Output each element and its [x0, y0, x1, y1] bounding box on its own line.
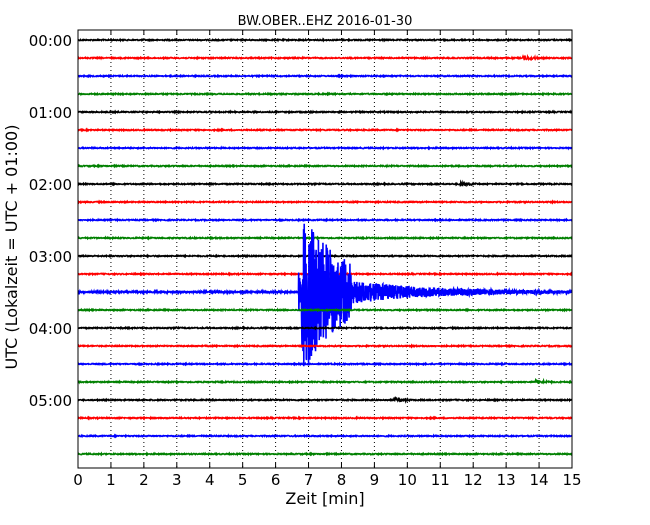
seismic-trace	[78, 73, 572, 79]
x-tick-label: 3	[172, 471, 182, 489]
seismic-trace	[78, 415, 572, 421]
y-tick-label: 03:00	[29, 248, 72, 266]
seismic-trace	[78, 179, 572, 188]
seismic-trace	[78, 253, 572, 259]
x-tick-label: 7	[304, 471, 314, 489]
x-tick-label: 4	[205, 471, 215, 489]
seismic-trace	[78, 343, 572, 349]
seismic-trace	[78, 37, 572, 43]
seismic-trace	[78, 325, 572, 331]
seismic-trace	[78, 145, 572, 151]
x-tick-label: 10	[398, 471, 417, 489]
chart-title: BW.OBER..EHZ 2016-01-30	[238, 14, 413, 29]
traces	[78, 37, 572, 457]
seismic-trace	[78, 109, 572, 115]
seismic-trace	[78, 395, 572, 404]
seismic-trace	[78, 217, 572, 223]
y-tick-label: 01:00	[29, 104, 72, 122]
x-tick-label: 14	[530, 471, 549, 489]
seismic-trace	[78, 53, 572, 62]
x-tick-label: 6	[271, 471, 281, 489]
x-tick-label: 8	[337, 471, 347, 489]
seismic-trace	[78, 91, 572, 97]
y-axis-label: UTC (Lokalzeit = UTC + 01:00)	[2, 125, 21, 370]
seismic-trace	[78, 377, 572, 385]
x-tick-label: 11	[431, 471, 450, 489]
x-axis: 0 1 2 3 4 5 6 7 8 9 10 11 12 13 14 15	[73, 30, 582, 489]
seismic-trace	[78, 127, 572, 133]
x-axis-label: Zeit [min]	[285, 489, 364, 508]
y-tick-label: 05:00	[29, 392, 72, 410]
x-tick-label: 15	[562, 471, 581, 489]
seismic-trace	[78, 433, 572, 439]
seismic-trace	[78, 451, 572, 457]
x-tick-label: 2	[139, 471, 149, 489]
seismic-trace	[78, 235, 572, 241]
plot-frame	[77, 29, 573, 469]
seismic-trace	[78, 199, 572, 205]
x-tick-label: 0	[73, 471, 83, 489]
seismic-trace	[78, 361, 572, 367]
y-tick-label: 02:00	[29, 176, 72, 194]
x-tick-label: 12	[464, 471, 483, 489]
x-tick-label: 13	[497, 471, 516, 489]
x-tick-label: 9	[370, 471, 380, 489]
y-tick-label: 00:00	[29, 32, 72, 50]
seismic-trace	[78, 307, 572, 313]
y-axis: 00:00 01:00 02:00 03:00 04:00 05:00	[29, 32, 72, 410]
x-tick-label: 5	[238, 471, 248, 489]
x-tick-label: 1	[106, 471, 116, 489]
y-tick-label: 04:00	[29, 320, 72, 338]
seismic-trace	[78, 163, 572, 169]
